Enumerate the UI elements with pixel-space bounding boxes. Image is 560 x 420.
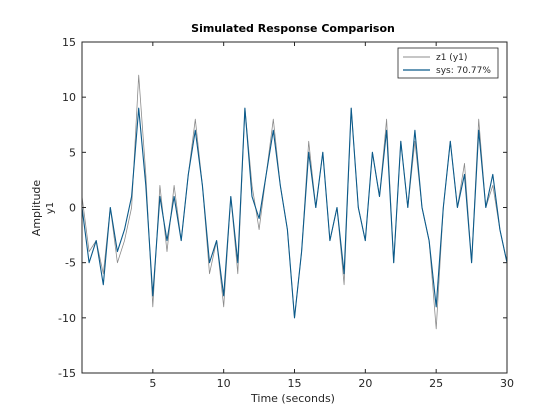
y-tick-label: 10 [62,91,76,104]
x-tick-label: 25 [429,377,443,390]
series-line-0 [81,74,508,330]
legend: z1 (y1) sys: 70.77% [397,47,499,79]
series-line-1 [81,107,508,319]
x-tick-label: 10 [217,377,231,390]
y-tick-label: 0 [69,202,76,215]
y-tick-label: -5 [65,257,76,270]
legend-label-sys: sys: 70.77% [436,66,491,76]
series-layer [81,74,508,330]
x-tick-label: 5 [149,377,156,390]
y-tick-label: -15 [58,367,76,380]
x-tick-label: 20 [358,377,372,390]
y-tick-label: 15 [62,36,76,49]
x-axis-label: Time (seconds) [250,392,335,405]
x-tick-label: 15 [288,377,302,390]
y-tick-label: 5 [69,146,76,159]
tick-layer: 5 10 15 20 25 30 -15 -10 -5 0 5 10 15 [58,36,514,390]
chart-title: Simulated Response Comparison [191,22,395,35]
y-axis-label: Amplitude [30,180,43,237]
legend-label-z1: z1 (y1) [436,53,467,63]
x-tick-label: 30 [500,377,514,390]
y-tick-label: -10 [58,312,76,325]
legend-box [397,47,499,79]
channel-label: y1 [45,202,56,214]
